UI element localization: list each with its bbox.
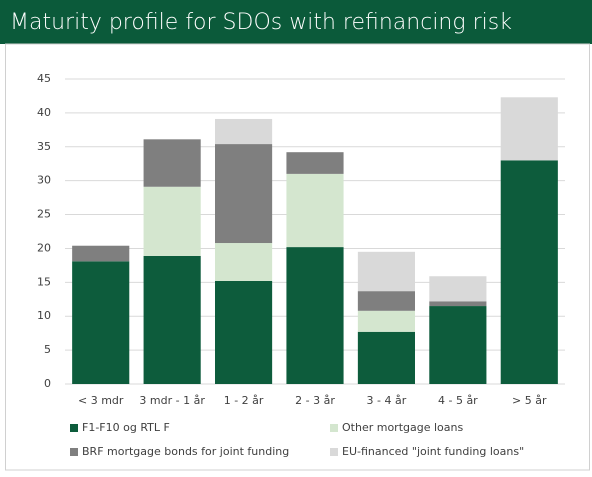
x-tick-label: 1 - 2 år — [224, 394, 264, 407]
title-banner — [0, 0, 592, 44]
y-tick-label: 35 — [37, 140, 51, 153]
bar-segment — [72, 245, 130, 262]
bar-segment — [286, 152, 344, 174]
bar-segment — [143, 186, 201, 256]
x-tick-label: 4 - 5 år — [438, 394, 478, 407]
x-tick-label: < 3 mdr — [78, 394, 124, 407]
legend-label: BRF mortgage bonds for joint funding — [82, 445, 289, 458]
y-tick-label: 5 — [44, 343, 51, 356]
bar-segment — [215, 280, 273, 384]
bar-segment — [286, 247, 344, 384]
legend-label: Other mortgage loans — [342, 421, 463, 434]
bar-segment — [143, 255, 201, 384]
bar-segment — [429, 306, 487, 384]
bar-segment — [72, 261, 130, 384]
y-tick-label: 45 — [37, 72, 51, 85]
legend-swatch — [70, 448, 78, 456]
y-tick-label: 30 — [37, 174, 51, 187]
bar-segment — [215, 144, 273, 244]
y-tick-label: 25 — [37, 208, 51, 221]
bar-segment — [429, 301, 487, 307]
bar-segment — [143, 139, 201, 187]
y-tick-label: 15 — [37, 275, 51, 288]
bar-segment — [357, 310, 415, 332]
bar-segment — [215, 243, 273, 281]
chart-frame — [5, 43, 590, 471]
legend-label: F1-F10 og RTL F — [82, 421, 170, 434]
bar-segment — [357, 331, 415, 384]
bar-segment — [500, 97, 558, 161]
bar-segment — [286, 173, 344, 248]
x-tick-label: 3 mdr - 1 år — [139, 394, 205, 407]
x-tick-label: 3 - 4 år — [367, 394, 407, 407]
chart-title: Maturity profile for SDOs with refinanci… — [10, 10, 512, 35]
legend-swatch — [70, 424, 78, 432]
y-tick-label: 10 — [37, 309, 51, 322]
legend-label: EU-financed "joint funding loans" — [342, 445, 524, 458]
y-tick-label: 20 — [37, 241, 51, 254]
bar-segment — [429, 276, 487, 302]
y-tick-label: 0 — [44, 377, 51, 390]
legend-swatch — [330, 448, 338, 456]
bar-segment — [215, 118, 273, 145]
x-tick-label: > 5 år — [512, 394, 547, 407]
x-tick-label: 2 - 3 år — [295, 394, 335, 407]
y-tick-label: 40 — [37, 106, 51, 119]
bar-segment — [357, 251, 415, 292]
bar-segment — [500, 160, 558, 384]
legend-swatch — [330, 424, 338, 432]
bar-segment — [357, 291, 415, 311]
